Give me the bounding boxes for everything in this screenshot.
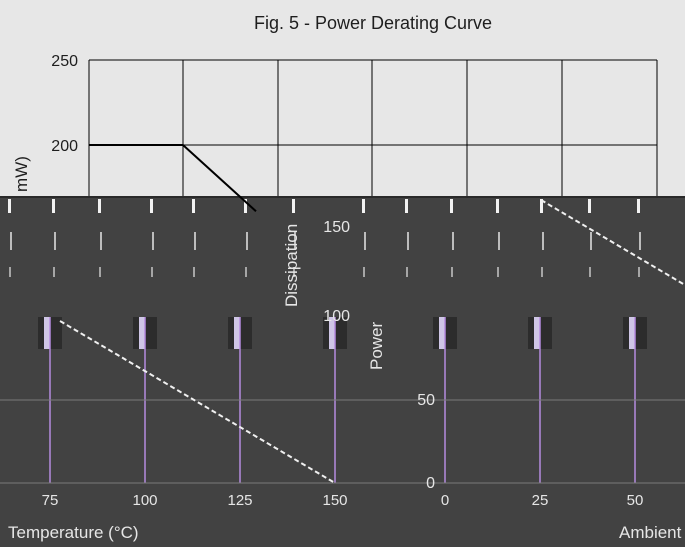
bottom-x-tick-labels: 75 100 125 150 0 25 50 (42, 492, 644, 509)
glitch-stub (364, 232, 366, 250)
x-tick-label: 75 (42, 492, 59, 509)
glitch-stub (590, 232, 592, 250)
y-tick-label: 200 (51, 138, 78, 155)
glitch-stub (406, 267, 408, 277)
glitch-stub (151, 267, 153, 277)
glitch-block (234, 317, 240, 349)
glitch-stub (9, 267, 11, 277)
glitch-stub (192, 199, 195, 213)
x-axis-label-temperature: Temperature (°C) (8, 523, 139, 542)
glitch-stub (541, 267, 543, 277)
bottom-plot-grid (0, 317, 685, 484)
glitch-stub (194, 232, 196, 250)
glitch-stub (639, 232, 641, 250)
glitch-stub (407, 232, 409, 250)
glitch-stub (10, 232, 12, 250)
glitch-stub (244, 199, 247, 213)
glitch-stub (589, 267, 591, 277)
derating-curve (59, 144, 685, 484)
bottom-y-tick-labels: 150 100 50 0 (323, 219, 435, 492)
glitch-block (139, 317, 145, 349)
glitch-stub (363, 267, 365, 277)
glitch-block (329, 317, 335, 349)
top-y-tick-labels: 250 200 (51, 53, 78, 155)
glitch-stub (542, 232, 544, 250)
y-tick-label: 0 (426, 475, 435, 492)
series-line (59, 320, 336, 484)
glitch-stub (53, 267, 55, 277)
x-tick-label: 125 (227, 492, 252, 509)
glitch-block (44, 317, 50, 349)
glitch-stub (152, 232, 154, 250)
glitch-block (629, 317, 635, 349)
y-tick-label: 250 (51, 53, 78, 70)
y-tick-label: 150 (323, 219, 350, 236)
glitched-bottom-panel (0, 196, 685, 547)
y-axis-label-dissipation: Dissipation (282, 224, 301, 307)
glitch-block (439, 317, 445, 349)
x-tick-label: 100 (132, 492, 157, 509)
glitch-stub (638, 267, 640, 277)
glitch-stub (54, 232, 56, 250)
glitch-stub (150, 199, 153, 213)
y-axis-label-power: Power (367, 321, 386, 370)
glitch-stub (588, 199, 591, 213)
glitch-stub (450, 199, 453, 213)
glitch-band-top-edge (0, 196, 685, 198)
glitch-stub (100, 232, 102, 250)
series-line (89, 144, 257, 213)
glitch-stub (637, 199, 640, 213)
x-tick-label: 150 (322, 492, 347, 509)
x-tick-label: 25 (532, 492, 549, 509)
glitch-stub (498, 232, 500, 250)
x-tick-label: 50 (627, 492, 644, 509)
glitch-stub (52, 199, 55, 213)
glitch-stub (540, 199, 543, 213)
glitch-stub (246, 232, 248, 250)
glitch-stub (193, 267, 195, 277)
series-line (540, 199, 685, 286)
glitch-stub (362, 199, 365, 213)
glitch-stub (497, 267, 499, 277)
glitch-stub (405, 199, 408, 213)
glitch-block (534, 317, 540, 349)
glitch-stub (496, 199, 499, 213)
glitch-stub (451, 267, 453, 277)
glitch-stub (293, 267, 295, 277)
glitch-stub (292, 199, 295, 213)
chart-title: Fig. 5 - Power Derating Curve (254, 13, 492, 33)
x-tick-label: 0 (441, 492, 449, 509)
y-axis-label-unit: mW) (12, 156, 31, 192)
glitch-band-rect (0, 196, 685, 547)
glitch-stub (8, 199, 11, 213)
glitch-stub (245, 267, 247, 277)
y-tick-label: 100 (323, 308, 350, 325)
glitch-stub (99, 267, 101, 277)
y-tick-label: 50 (417, 392, 435, 409)
x-axis-label-ambient: Ambient (619, 523, 682, 542)
glitch-stub (452, 232, 454, 250)
glitch-stub (294, 232, 296, 250)
glitch-stub (98, 199, 101, 213)
